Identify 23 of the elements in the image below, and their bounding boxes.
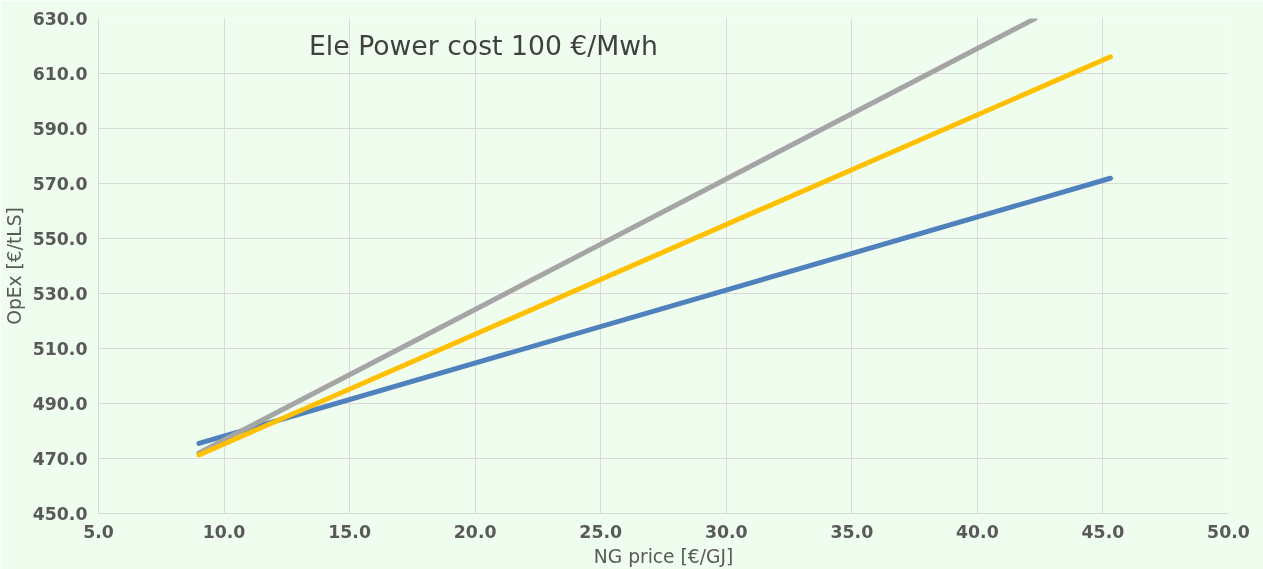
y-tick-label: 590.0	[32, 119, 88, 139]
y-tick-label: 550.0	[32, 229, 88, 249]
y-tick-label: 450.0	[32, 504, 88, 524]
x-tick-label: 30.0	[704, 521, 748, 542]
y-tick-label: 530.0	[32, 284, 88, 304]
x-tick-label: 10.0	[202, 521, 246, 542]
x-tick-label: 25.0	[579, 521, 623, 542]
x-tick-label: 15.0	[328, 521, 371, 542]
y-tick-label: 490.0	[32, 394, 88, 414]
x-tick-label: 50.0	[1207, 521, 1250, 542]
y-tick-label: 570.0	[32, 174, 88, 194]
x-axis-title: NG price [€/GJ]	[593, 545, 734, 567]
y-tick-label: 630.0	[32, 9, 88, 29]
y-axis-title: OpEx [€/tLS]	[3, 207, 25, 325]
x-tick-label: 20.0	[453, 521, 497, 542]
y-tick-label: 470.0	[32, 449, 88, 469]
x-tick-label: 5.0	[83, 521, 114, 542]
x-tick-label: 40.0	[956, 521, 999, 542]
y-tick-label: 510.0	[32, 339, 88, 359]
x-tick-label: 35.0	[830, 521, 874, 542]
chart-title: Ele Power cost 100 €/Mwh	[309, 29, 658, 61]
y-tick-label: 610.0	[32, 64, 88, 84]
x-tick-label: 45.0	[1081, 521, 1125, 542]
